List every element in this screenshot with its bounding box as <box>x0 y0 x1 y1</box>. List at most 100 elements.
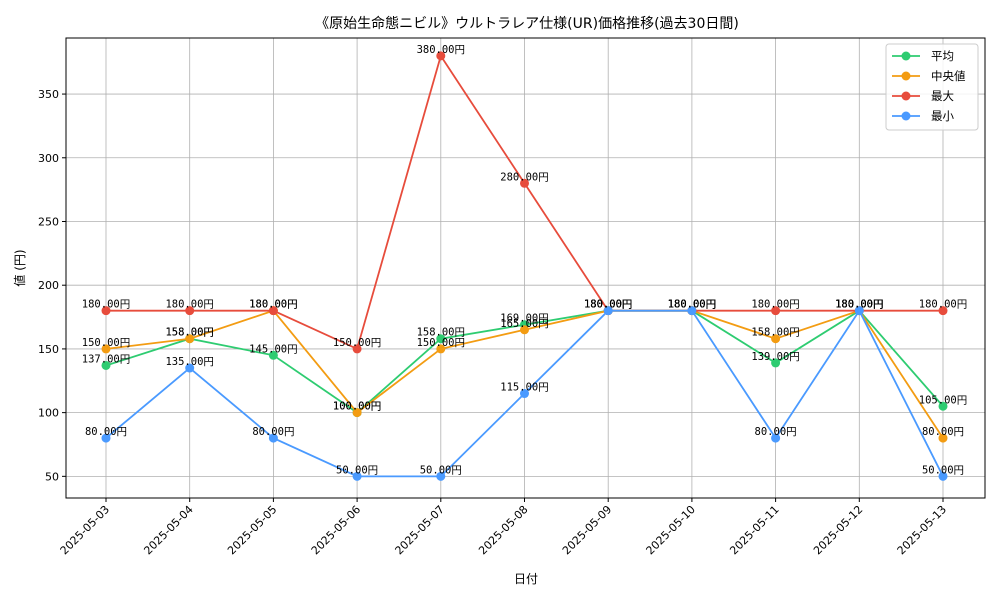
data-label: 80.00円 <box>252 426 294 438</box>
series-layer <box>101 51 948 481</box>
data-label: 135.00円 <box>165 356 213 368</box>
data-label: 50.00円 <box>922 464 964 476</box>
data-point <box>352 408 362 418</box>
y-tick-label: 50 <box>45 470 59 483</box>
data-point <box>101 306 111 316</box>
legend-label: 中央値 <box>931 69 966 83</box>
y-tick-label: 100 <box>38 407 59 420</box>
legend-label: 最小 <box>931 109 954 123</box>
y-tick-label: 300 <box>38 152 59 165</box>
data-point <box>771 334 781 344</box>
data-label: 180.00円 <box>249 299 297 311</box>
legend-marker <box>901 71 911 81</box>
data-label: 180.00円 <box>835 299 883 311</box>
x-tick-label: 2025-05-10 <box>644 503 698 557</box>
data-point <box>603 306 613 316</box>
y-tick-label: 350 <box>38 88 59 101</box>
data-label: 180.00円 <box>668 299 716 311</box>
data-label: 180.00円 <box>668 299 716 311</box>
legend-label: 平均 <box>931 49 954 63</box>
x-tick-label: 2025-05-12 <box>811 503 865 557</box>
data-label: 380.00円 <box>417 44 465 56</box>
data-label: 169.00円 <box>500 313 548 325</box>
x-tick-label: 2025-05-04 <box>141 503 195 557</box>
x-tick-label: 2025-05-05 <box>225 503 279 557</box>
legend-box <box>885 43 979 131</box>
legend-marker <box>901 91 911 101</box>
legend-entry: 最小 <box>892 109 954 123</box>
data-label: 158.00円 <box>165 327 213 339</box>
data-point <box>185 363 195 373</box>
data-label: 80.00円 <box>755 426 797 438</box>
data-point <box>771 433 781 443</box>
data-label: 158.00円 <box>165 327 213 339</box>
grid-lines <box>66 38 985 498</box>
x-tick-label: 2025-05-03 <box>58 503 112 557</box>
data-point <box>185 334 195 344</box>
data-point <box>520 178 529 188</box>
data-label: 158.00円 <box>751 327 799 339</box>
y-axis-ticks: 50 100 150 200 250 300 350 <box>38 88 66 483</box>
series-3 <box>101 306 948 481</box>
data-label: 180.00円 <box>919 299 967 311</box>
data-label: 137.00円 <box>82 353 130 365</box>
data-point <box>938 401 948 411</box>
y-tick-label: 200 <box>38 279 59 292</box>
data-label: 180.00円 <box>584 299 632 311</box>
data-label: 180.00円 <box>751 299 799 311</box>
data-label: 180.00円 <box>584 299 632 311</box>
data-labels: 137.00円 158.00円 145.00円 100.00円 158.00円 169.0… <box>82 44 967 476</box>
x-tick-label: 2025-05-07 <box>393 503 447 557</box>
data-label: 180.00円 <box>668 299 716 311</box>
data-label: 280.00円 <box>500 171 548 183</box>
data-point <box>268 350 278 360</box>
chart-title: 《原始生命態ニビル》ウルトラレア仕様(UR)価格推移(過去30日間) <box>315 15 739 32</box>
data-label: 180.00円 <box>584 299 632 311</box>
data-point <box>436 334 446 344</box>
data-point <box>771 306 781 316</box>
data-point <box>436 344 446 354</box>
data-label: 145.00円 <box>249 343 297 355</box>
data-label: 50.00円 <box>420 464 462 476</box>
data-point <box>436 471 446 481</box>
x-axis-label: 日付 <box>514 572 538 586</box>
data-point <box>938 306 948 316</box>
data-label: 100.00円 <box>333 401 381 413</box>
data-label: 50.00円 <box>336 464 378 476</box>
data-point <box>938 433 948 443</box>
plot-frame <box>65 37 986 499</box>
legend-entry: 平均 <box>892 49 954 63</box>
data-point <box>938 471 948 481</box>
legend-label: 最大 <box>931 89 954 103</box>
legend-entry: 最大 <box>892 89 954 103</box>
data-label: 180.00円 <box>835 299 883 311</box>
data-point <box>101 433 111 443</box>
data-label: 180.00円 <box>668 299 716 311</box>
data-label: 139.00円 <box>751 351 799 363</box>
x-tick-label: 2025-05-11 <box>727 503 781 557</box>
y-tick-label: 250 <box>38 215 59 228</box>
data-label: 150.00円 <box>82 337 130 349</box>
data-point <box>520 389 529 399</box>
data-point <box>352 471 362 481</box>
data-point <box>687 306 697 316</box>
data-label: 180.00円 <box>82 299 130 311</box>
x-tick-label: 2025-05-13 <box>895 503 949 557</box>
data-label: 180.00円 <box>835 299 883 311</box>
data-point <box>268 306 278 316</box>
data-point <box>101 344 111 354</box>
data-label: 80.00円 <box>922 426 964 438</box>
data-label: 180.00円 <box>249 299 297 311</box>
data-label: 180.00円 <box>835 299 883 311</box>
data-point <box>854 306 864 316</box>
data-point <box>520 325 529 335</box>
data-label: 165.00円 <box>500 318 548 330</box>
data-label: 180.00円 <box>584 299 632 311</box>
data-label: 115.00円 <box>500 382 548 394</box>
data-point <box>185 306 195 316</box>
x-tick-label: 2025-05-06 <box>309 503 363 557</box>
data-label: 158.00円 <box>417 327 465 339</box>
data-point <box>771 358 781 368</box>
